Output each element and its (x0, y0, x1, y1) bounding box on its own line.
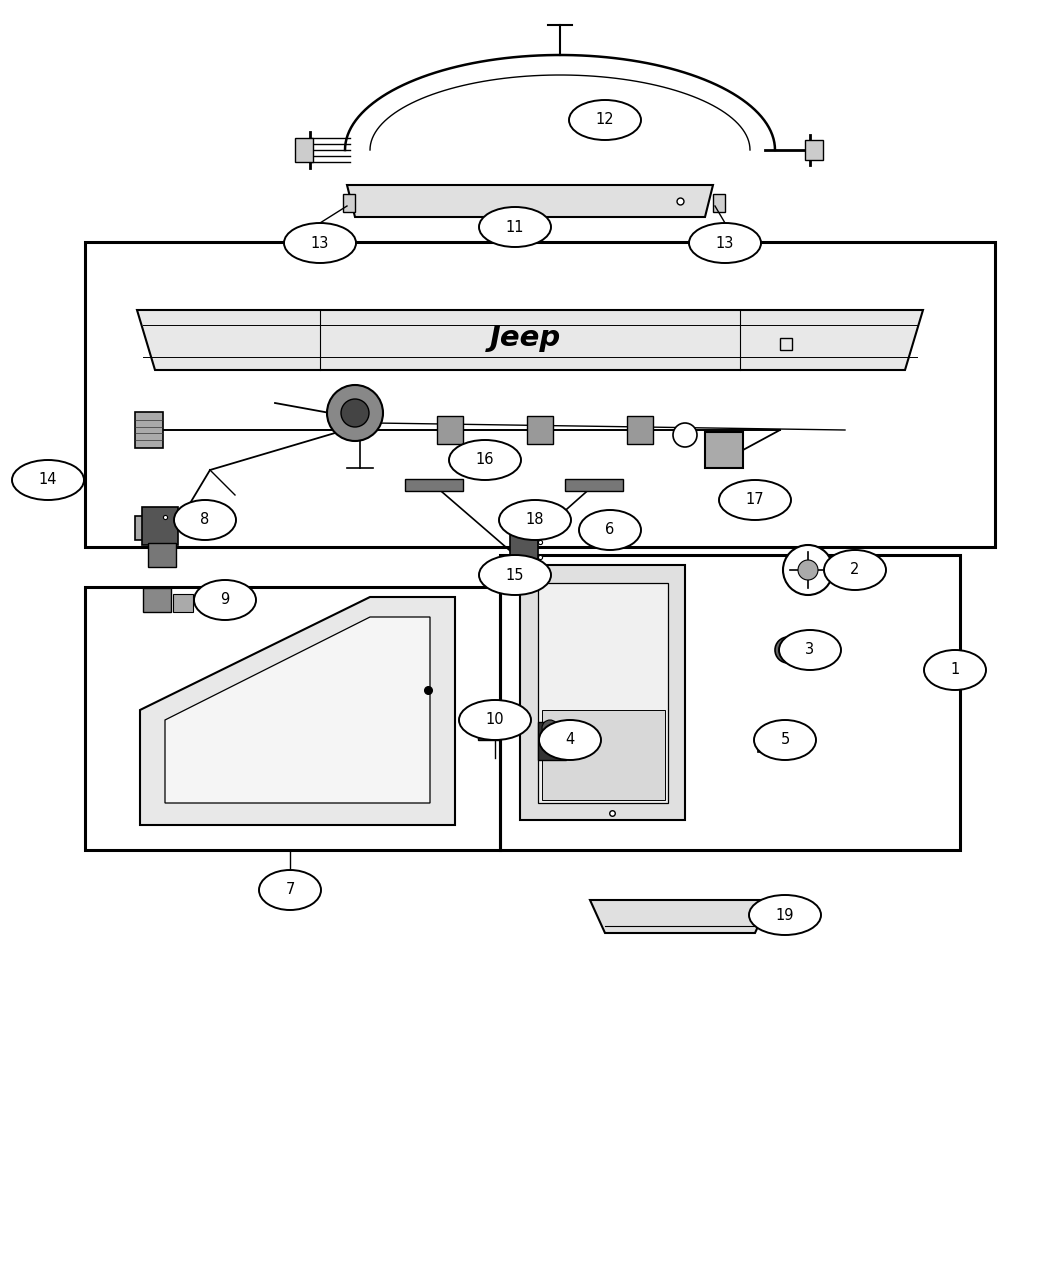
Bar (758, 734, 778, 752)
Circle shape (341, 399, 369, 427)
Bar (788, 908, 810, 928)
Ellipse shape (924, 650, 986, 690)
Bar (500, 555, 960, 850)
Circle shape (783, 544, 833, 595)
Text: 3: 3 (805, 643, 815, 658)
Ellipse shape (174, 500, 236, 541)
Polygon shape (136, 310, 923, 370)
Bar (343, 194, 355, 212)
Ellipse shape (499, 500, 571, 541)
Bar (135, 516, 170, 541)
Polygon shape (538, 583, 668, 803)
Text: 12: 12 (595, 112, 614, 128)
Ellipse shape (749, 895, 821, 935)
Ellipse shape (479, 555, 551, 595)
Bar (565, 479, 623, 491)
Ellipse shape (194, 580, 256, 620)
Circle shape (775, 638, 801, 663)
Ellipse shape (12, 460, 84, 500)
Bar (143, 588, 171, 612)
Bar (85, 242, 995, 547)
Circle shape (798, 560, 818, 580)
Polygon shape (542, 710, 665, 799)
Ellipse shape (479, 207, 551, 247)
Ellipse shape (579, 510, 640, 550)
Ellipse shape (779, 630, 841, 669)
Bar (780, 338, 792, 351)
Bar (437, 416, 463, 444)
Ellipse shape (754, 720, 816, 760)
Bar (510, 521, 538, 558)
Circle shape (327, 385, 383, 441)
Text: 5: 5 (780, 733, 790, 747)
Text: 14: 14 (39, 473, 58, 487)
Text: 1: 1 (950, 663, 960, 677)
Polygon shape (346, 185, 713, 217)
Bar (705, 432, 743, 468)
Bar (405, 479, 463, 491)
Bar (148, 543, 176, 567)
Bar (566, 728, 584, 752)
Bar (173, 594, 193, 612)
Bar (538, 722, 566, 760)
Bar (295, 138, 313, 162)
Text: 15: 15 (506, 567, 524, 583)
Bar (142, 507, 178, 544)
Text: 16: 16 (476, 453, 495, 468)
Text: 19: 19 (776, 908, 794, 923)
Polygon shape (590, 900, 770, 933)
Text: 2: 2 (850, 562, 860, 578)
Ellipse shape (449, 440, 521, 479)
Polygon shape (165, 617, 430, 803)
Ellipse shape (719, 479, 791, 520)
Ellipse shape (539, 720, 601, 760)
Ellipse shape (259, 870, 321, 910)
Bar (135, 412, 163, 448)
Polygon shape (140, 597, 455, 825)
Circle shape (542, 720, 558, 736)
Bar (627, 416, 653, 444)
Ellipse shape (569, 99, 640, 140)
Text: 17: 17 (746, 492, 764, 507)
Circle shape (673, 423, 697, 448)
Text: 4: 4 (565, 733, 574, 747)
Text: 13: 13 (311, 236, 330, 250)
Text: 9: 9 (220, 593, 230, 607)
Bar (805, 140, 823, 159)
Text: 18: 18 (526, 513, 544, 528)
Ellipse shape (689, 223, 761, 263)
Ellipse shape (459, 700, 531, 739)
Bar (527, 416, 553, 444)
Ellipse shape (824, 550, 886, 590)
Text: 13: 13 (716, 236, 734, 250)
Bar (478, 703, 500, 740)
Text: 11: 11 (506, 219, 524, 235)
Text: 10: 10 (486, 713, 504, 728)
Text: 8: 8 (201, 513, 210, 528)
Bar (85, 586, 500, 850)
Bar (713, 194, 724, 212)
Text: 7: 7 (286, 882, 295, 898)
Ellipse shape (284, 223, 356, 263)
Polygon shape (520, 565, 685, 820)
Text: Jeep: Jeep (489, 324, 561, 352)
Bar (500, 708, 520, 731)
Text: 6: 6 (606, 523, 614, 538)
